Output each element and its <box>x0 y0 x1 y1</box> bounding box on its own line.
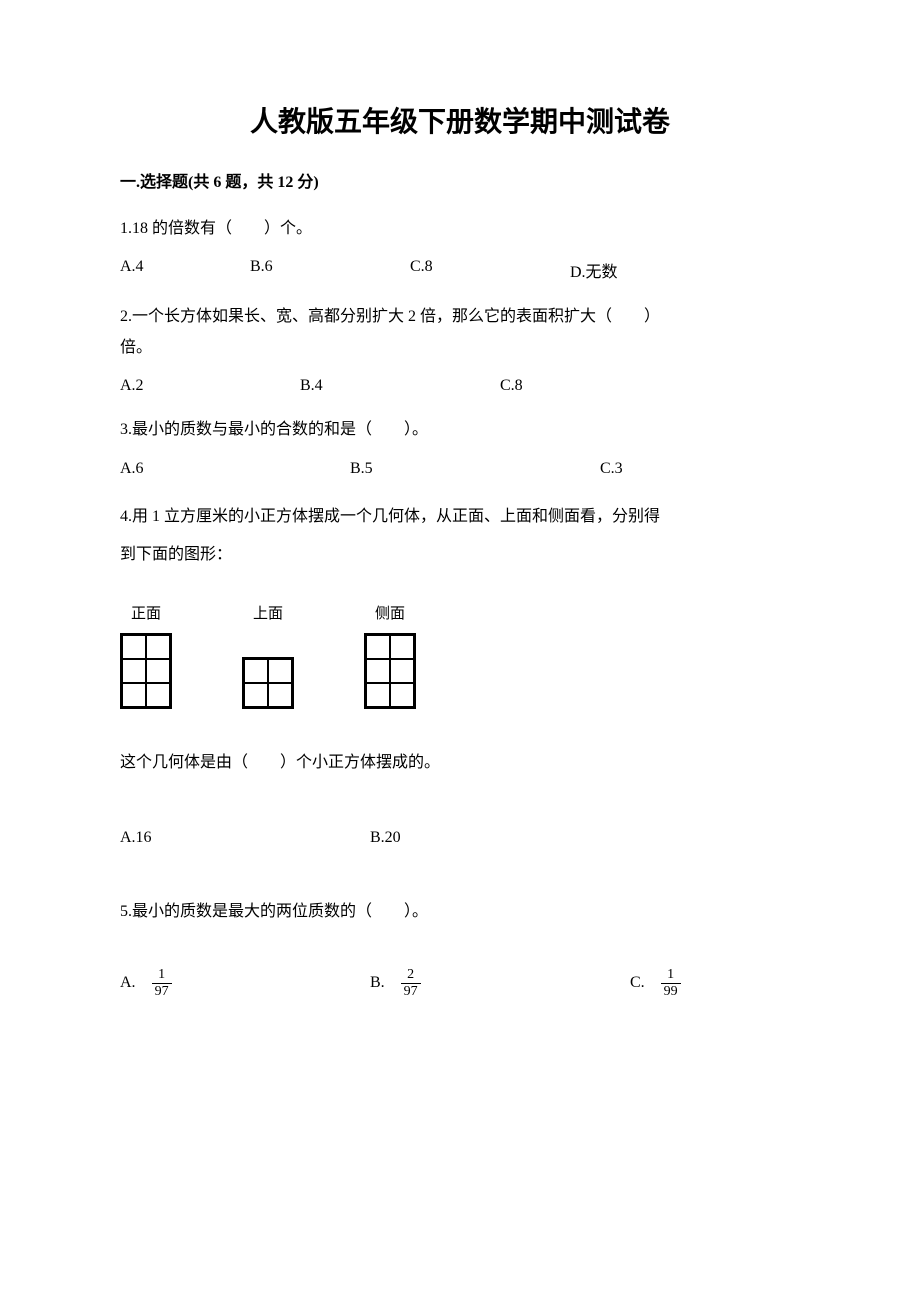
q5-opt-a-frac: 1 97 <box>150 967 174 999</box>
q3-stem: 3.最小的质数与最小的合数的和是（ ）。 <box>120 415 800 445</box>
q1-opt-b: B.6 <box>250 258 410 282</box>
q5-opt-a-label: A. <box>120 974 136 992</box>
q5-options: A. 1 97 B. 2 97 C. 1 99 <box>120 967 800 999</box>
page-title: 人教版五年级下册数学期中测试卷 <box>120 100 800 140</box>
q1-opt-d: D.无数 <box>570 258 690 282</box>
q4-front-shape <box>120 633 172 709</box>
q2-options: A.2 B.4 C.8 <box>120 377 800 395</box>
q5-opt-c-label: C. <box>630 974 645 992</box>
q2-opt-a: A.2 <box>120 377 300 395</box>
q5-opt-b-frac: 2 97 <box>399 967 423 999</box>
q4-options: A.16 B.20 <box>120 829 800 847</box>
q4-views: 正面 上面 侧面 <box>120 602 800 712</box>
q2-opt-c: C.8 <box>500 377 620 395</box>
q1-opt-c: C.8 <box>410 258 570 282</box>
q5-opt-c: C. 1 99 <box>630 967 780 999</box>
q4-view-top-label: 上面 <box>242 602 294 623</box>
q5-opt-c-frac: 1 99 <box>659 967 683 999</box>
q3-opt-c: C.3 <box>600 460 700 478</box>
q4-line1: 4.用 1 立方厘米的小正方体摆成一个几何体，从正面、上面和侧面看，分别得 <box>120 508 660 525</box>
q5-opt-b-den: 97 <box>401 984 421 999</box>
q4-view-top: 上面 <box>242 602 294 712</box>
page: 人教版五年级下册数学期中测试卷 一.选择题(共 6 题，共 12 分) 1.18… <box>0 0 920 1302</box>
q4-view-front-label: 正面 <box>120 602 172 623</box>
q4-opt-a: A.16 <box>120 829 370 847</box>
section-heading: 一.选择题(共 6 题，共 12 分) <box>120 168 800 192</box>
q4-line2: 到下面的图形： <box>120 546 232 563</box>
q4-view-side-label: 侧面 <box>364 602 416 623</box>
q3-opt-b: B.5 <box>350 460 600 478</box>
q5-opt-a-den: 97 <box>152 984 172 999</box>
q2-line1: 2.一个长方体如果长、宽、高都分别扩大 2 倍，那么它的表面积扩大（ ） <box>120 308 660 325</box>
q4-side-shape <box>364 633 416 709</box>
q2-stem: 2.一个长方体如果长、宽、高都分别扩大 2 倍，那么它的表面积扩大（ ） 倍。 <box>120 302 800 363</box>
q4-after: 这个几何体是由（ ）个小正方体摆成的。 <box>120 748 800 778</box>
q2-opt-b: B.4 <box>300 377 500 395</box>
q4-top-shape <box>242 657 294 709</box>
q4-opt-b: B.20 <box>370 829 490 847</box>
q5-opt-c-den: 99 <box>661 984 681 999</box>
q5-opt-b-num: 2 <box>401 967 421 983</box>
q4-stem: 4.用 1 立方厘米的小正方体摆成一个几何体，从正面、上面和侧面看，分别得 到下… <box>120 498 800 575</box>
q3-opt-a: A.6 <box>120 460 350 478</box>
q1-opt-a: A.4 <box>120 258 250 282</box>
q1-options: A.4 B.6 C.8 D.无数 <box>120 258 800 282</box>
q5-opt-c-num: 1 <box>661 967 681 983</box>
q5-opt-a-num: 1 <box>152 967 172 983</box>
q4-view-front: 正面 <box>120 602 172 712</box>
q5-opt-b: B. 2 97 <box>370 967 630 999</box>
q4-view-side: 侧面 <box>364 602 416 712</box>
q3-options: A.6 B.5 C.3 <box>120 460 800 478</box>
q2-line2: 倍。 <box>120 339 152 356</box>
q5-opt-b-label: B. <box>370 974 385 992</box>
q1-stem: 1.18 的倍数有（ ）个。 <box>120 214 800 244</box>
q5-opt-a: A. 1 97 <box>120 967 370 999</box>
q5-stem: 5.最小的质数是最大的两位质数的（ ）。 <box>120 897 800 927</box>
